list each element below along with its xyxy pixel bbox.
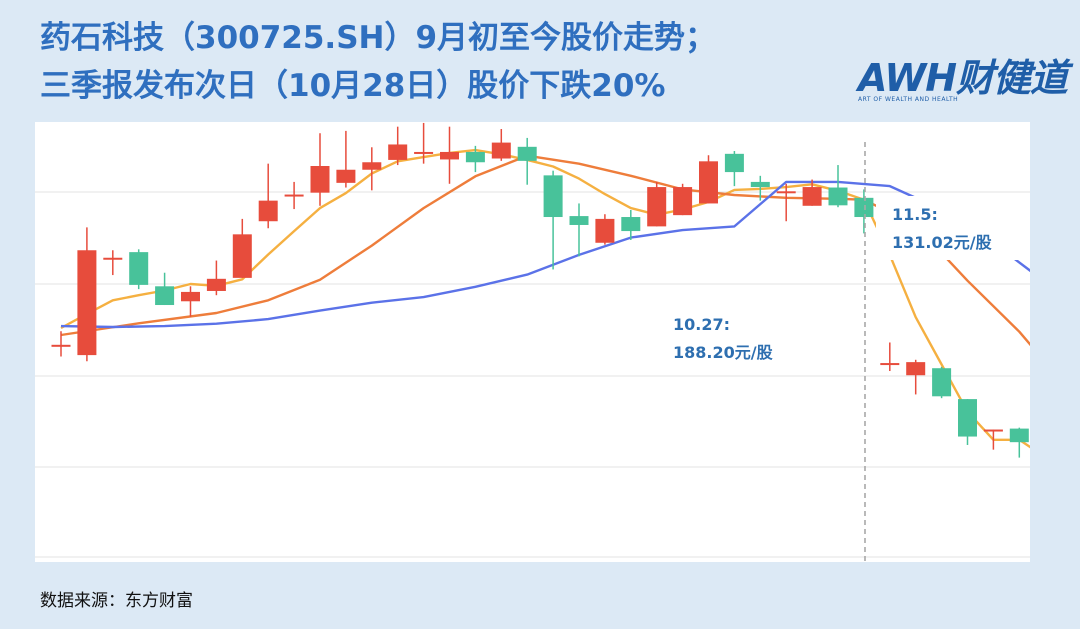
candle-up (232, 234, 252, 278)
candle-down (932, 368, 952, 397)
candle-down (569, 216, 589, 225)
candle-down (750, 181, 770, 188)
candle-up (103, 257, 123, 260)
candlestick-chart: 10.27: 188.20元/股 11.5: 131.02元/股 (35, 122, 1056, 562)
data-source: 数据来源：东方财富 (40, 591, 193, 611)
title-line-1: 药石科技（300725.SH）9月初至今股价走势； (40, 20, 717, 56)
candle-down (958, 399, 977, 437)
candle-up (414, 151, 434, 154)
candle-down (1009, 428, 1029, 443)
title-line-2: 三季报发布次日（10月28日）股价下跌20% (40, 68, 666, 104)
candle-up (206, 278, 226, 291)
candle-up (440, 151, 459, 160)
chart-panel: 10.27: 188.20元/股 11.5: 131.02元/股 (35, 122, 1056, 562)
candle-down (828, 187, 848, 206)
candle-down (465, 151, 485, 163)
annotation-price: 188.20元/股 (673, 343, 774, 362)
candle-up (647, 187, 667, 227)
annotation-price: 131.02元/股 (892, 233, 993, 252)
candle-up (699, 161, 718, 204)
candle-up (258, 200, 278, 222)
candle-up (906, 362, 926, 376)
candle-up (880, 363, 900, 366)
candle-up (491, 142, 511, 159)
candle-up (310, 166, 330, 193)
candle-up (388, 144, 408, 160)
chart-title: 药石科技（300725.SH）9月初至今股价走势； 三季报发布次日（10月28日… (40, 14, 716, 110)
annotation-date: 11.5: (892, 205, 938, 224)
annotation-box (657, 306, 837, 370)
candle-up (181, 291, 200, 302)
candle-up (673, 187, 693, 216)
candle-up (983, 429, 1003, 432)
logo-text: AWH财健道 (858, 56, 1068, 100)
candle-down (129, 252, 149, 285)
candle-down (517, 146, 537, 161)
candle-up (595, 218, 615, 243)
annotation-date: 10.27: (673, 315, 730, 334)
candle-down (724, 153, 744, 173)
candle-up (77, 250, 97, 356)
candle-down (854, 197, 874, 218)
annotation-box (876, 196, 1056, 260)
candle-up (336, 169, 356, 183)
candle-up (802, 187, 822, 206)
candle-down (543, 175, 563, 218)
candle-up (51, 344, 71, 347)
candle-down (621, 217, 641, 232)
candle-up (776, 191, 796, 194)
candle-up (284, 194, 304, 197)
candle-up (362, 162, 382, 170)
awh-logo: AWH财健道 ART OF WEALTH AND HEALTH (858, 56, 1068, 103)
candle-down (155, 286, 175, 306)
logo-tagline: ART OF WEALTH AND HEALTH (858, 96, 959, 103)
